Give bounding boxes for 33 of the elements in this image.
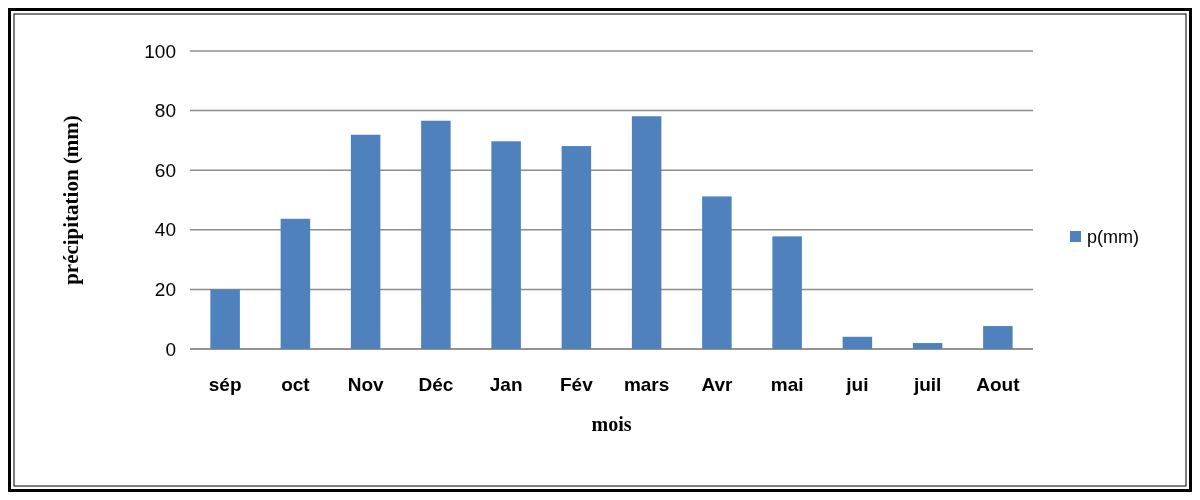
bar bbox=[350, 134, 381, 349]
bar bbox=[210, 289, 240, 349]
x-tick-label: oct bbox=[281, 374, 311, 395]
x-tick-label: mai bbox=[770, 374, 804, 395]
bar bbox=[421, 120, 451, 349]
legend-label: p(mm) bbox=[1087, 227, 1139, 248]
y-axis-title: précipitation (mm) bbox=[59, 115, 83, 285]
x-tick-label: juil bbox=[912, 374, 942, 395]
x-tick-label: Jan bbox=[489, 374, 523, 395]
bar bbox=[280, 218, 311, 349]
y-tick-label: 0 bbox=[165, 338, 176, 360]
x-tick-label: Fév bbox=[560, 374, 594, 395]
x-tick-label: Déc bbox=[418, 374, 454, 395]
y-tick-label: 80 bbox=[154, 100, 176, 122]
y-tick-label: 100 bbox=[144, 40, 176, 62]
x-tick-label: jui bbox=[845, 374, 869, 395]
bar bbox=[631, 116, 662, 349]
y-tick-label: 40 bbox=[154, 219, 176, 241]
bar bbox=[772, 236, 802, 349]
x-axis-title: mois bbox=[591, 413, 632, 435]
bar bbox=[983, 326, 1013, 349]
bar bbox=[561, 146, 592, 349]
y-tick-label: 60 bbox=[154, 159, 176, 181]
bar bbox=[912, 343, 943, 349]
y-tick-label: 20 bbox=[154, 279, 176, 301]
x-tick-label: Avr bbox=[701, 374, 733, 395]
bar bbox=[702, 196, 732, 349]
x-tick-label: Aout bbox=[976, 374, 1021, 395]
x-tick-label: Nov bbox=[347, 374, 384, 395]
bar bbox=[491, 141, 521, 349]
x-tick-label: mars bbox=[623, 374, 670, 395]
bar bbox=[842, 336, 873, 349]
x-tick-label: sép bbox=[208, 374, 242, 395]
